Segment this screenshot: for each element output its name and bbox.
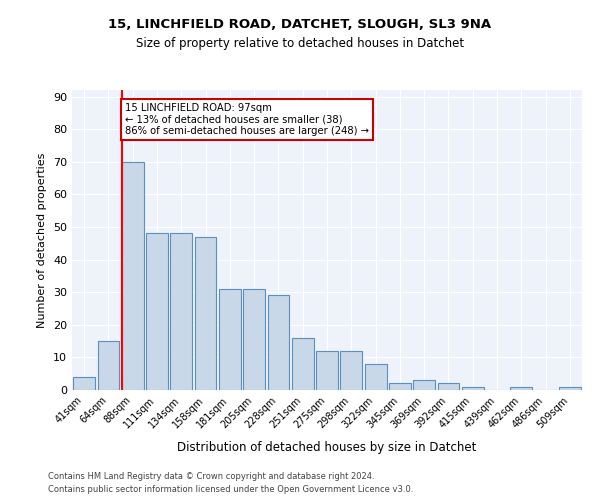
Bar xyxy=(511,386,532,390)
Bar xyxy=(389,384,411,390)
Bar xyxy=(268,296,289,390)
Bar xyxy=(413,380,435,390)
Bar xyxy=(292,338,314,390)
Bar xyxy=(559,386,581,390)
Text: 15 LINCHFIELD ROAD: 97sqm
← 13% of detached houses are smaller (38)
86% of semi-: 15 LINCHFIELD ROAD: 97sqm ← 13% of detac… xyxy=(125,103,370,136)
Bar xyxy=(365,364,386,390)
X-axis label: Distribution of detached houses by size in Datchet: Distribution of detached houses by size … xyxy=(178,441,476,454)
Text: Contains public sector information licensed under the Open Government Licence v3: Contains public sector information licen… xyxy=(48,485,413,494)
Bar xyxy=(122,162,143,390)
Bar xyxy=(170,234,192,390)
Bar xyxy=(462,386,484,390)
Text: Contains HM Land Registry data © Crown copyright and database right 2024.: Contains HM Land Registry data © Crown c… xyxy=(48,472,374,481)
Text: 15, LINCHFIELD ROAD, DATCHET, SLOUGH, SL3 9NA: 15, LINCHFIELD ROAD, DATCHET, SLOUGH, SL… xyxy=(109,18,491,30)
Bar xyxy=(73,377,95,390)
Bar xyxy=(194,236,217,390)
Bar xyxy=(243,289,265,390)
Bar xyxy=(219,289,241,390)
Y-axis label: Number of detached properties: Number of detached properties xyxy=(37,152,47,328)
Bar xyxy=(316,351,338,390)
Bar xyxy=(437,384,460,390)
Bar xyxy=(340,351,362,390)
Text: Size of property relative to detached houses in Datchet: Size of property relative to detached ho… xyxy=(136,38,464,51)
Bar xyxy=(146,234,168,390)
Bar xyxy=(97,341,119,390)
